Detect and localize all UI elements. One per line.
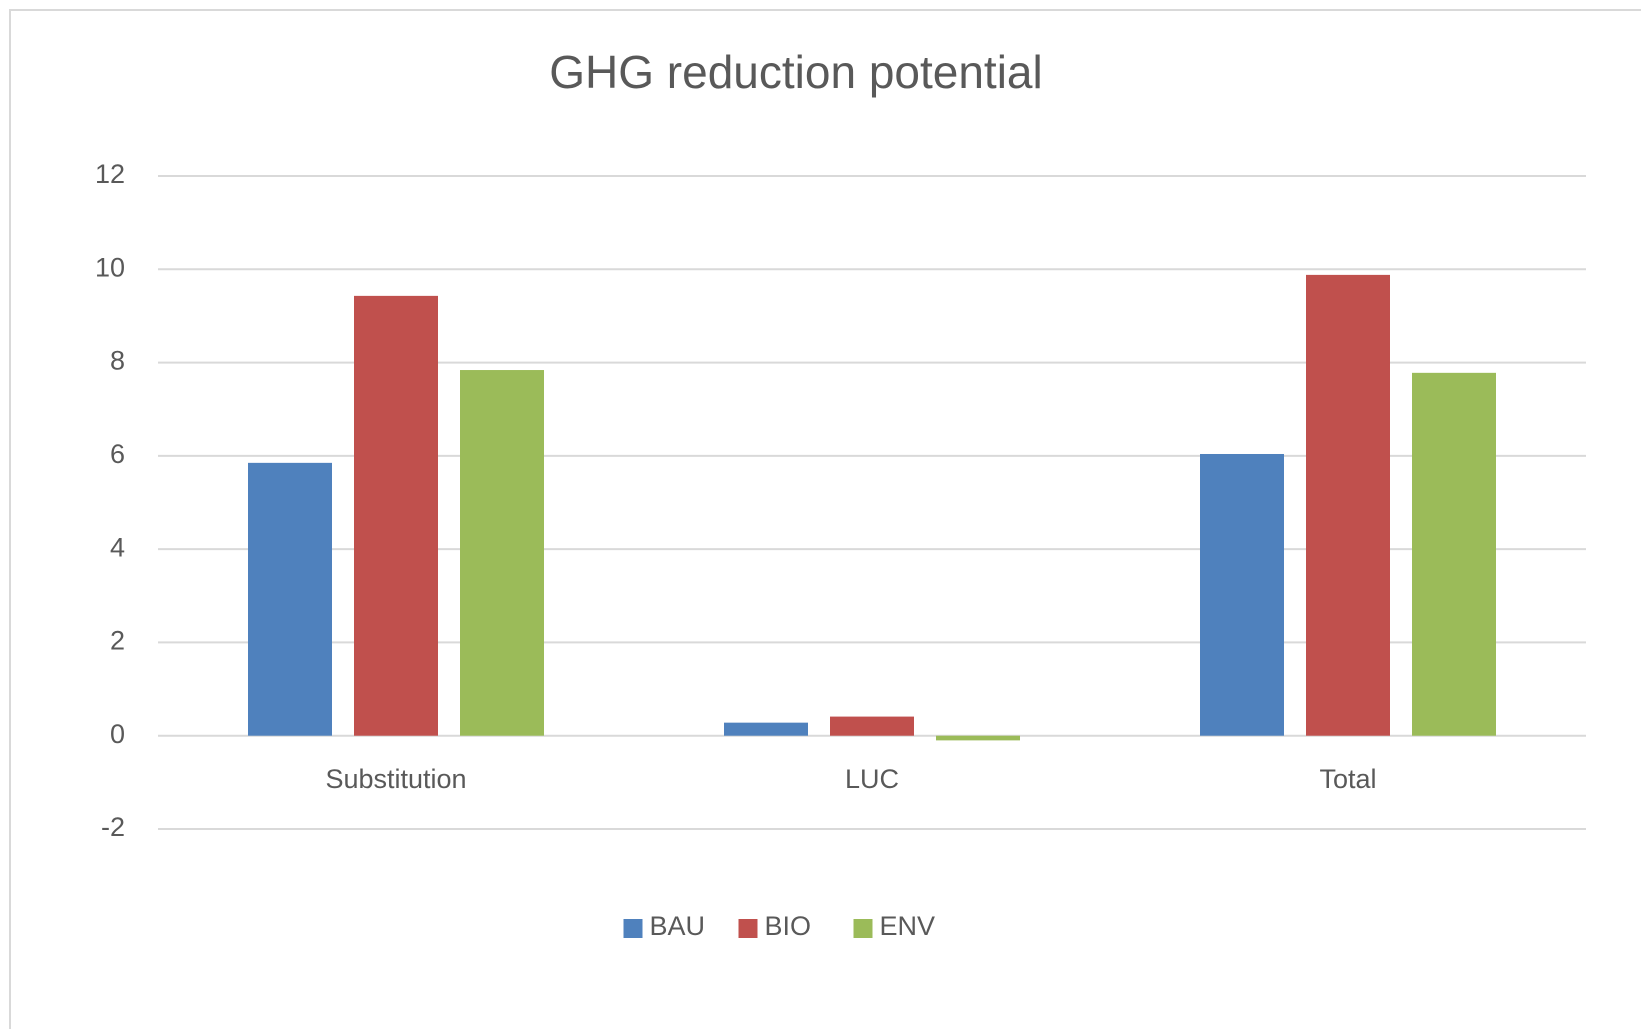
y-tick-label: 0 bbox=[110, 719, 125, 749]
bar bbox=[248, 462, 332, 736]
bar bbox=[936, 735, 1020, 741]
y-tick-label: 4 bbox=[110, 532, 125, 562]
y-tick-label: 12 bbox=[95, 159, 125, 189]
x-tick-label: Substitution bbox=[325, 764, 466, 794]
y-tick-label: 10 bbox=[95, 252, 125, 282]
bar bbox=[830, 716, 914, 736]
bar bbox=[1306, 274, 1390, 736]
y-tick-label: 8 bbox=[110, 346, 125, 376]
legend-label: ENV bbox=[880, 911, 936, 941]
legend-swatch bbox=[853, 919, 873, 938]
bar bbox=[1412, 372, 1496, 736]
legend-swatch bbox=[623, 919, 643, 938]
legend-label: BAU bbox=[650, 911, 706, 941]
y-tick-label: 6 bbox=[110, 439, 125, 469]
x-tick-label: LUC bbox=[845, 764, 899, 794]
x-tick-label: Total bbox=[1319, 764, 1376, 794]
bar bbox=[460, 370, 544, 736]
bar bbox=[354, 295, 438, 736]
y-tick-label: -2 bbox=[101, 812, 125, 842]
legend-swatch bbox=[738, 919, 758, 938]
chart-title: GHG reduction potential bbox=[549, 46, 1043, 98]
bar bbox=[724, 722, 808, 736]
y-tick-label: 2 bbox=[110, 626, 125, 656]
bar bbox=[1200, 453, 1284, 736]
legend-label: BIO bbox=[765, 911, 812, 941]
